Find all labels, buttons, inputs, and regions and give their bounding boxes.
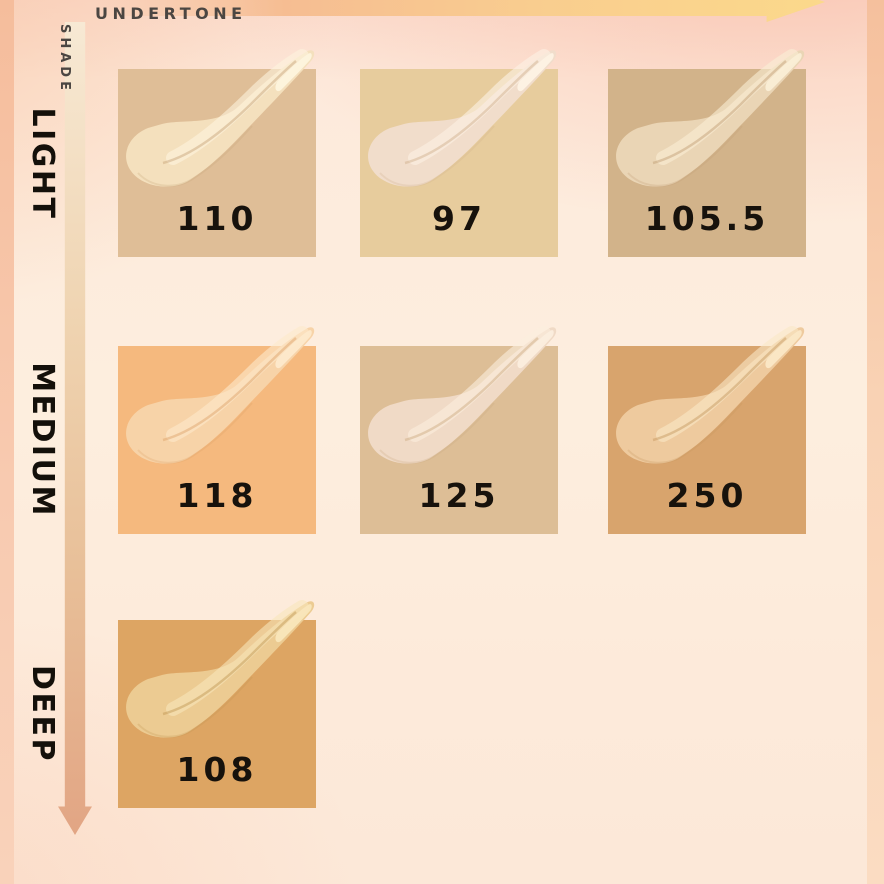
shade-tile: 110 bbox=[118, 49, 316, 257]
shade-number: 250 bbox=[666, 476, 748, 515]
shade-tile: 125 bbox=[360, 326, 558, 534]
shade-axis-arrow bbox=[58, 22, 92, 835]
shade-number: 110 bbox=[176, 199, 258, 238]
product-smear bbox=[126, 600, 315, 738]
product-smear bbox=[368, 49, 557, 187]
shade-number: 125 bbox=[418, 476, 500, 515]
undertone-axis-label: UNDERTONE bbox=[95, 4, 247, 23]
left-edge-gradient bbox=[0, 0, 14, 884]
shade-axis-label: SHADE bbox=[57, 24, 72, 94]
product-smear bbox=[126, 49, 315, 187]
shade-tile: 105.5 bbox=[608, 49, 806, 257]
product-smear bbox=[368, 326, 557, 464]
row-label-medium: MEDIUM bbox=[25, 362, 60, 518]
shade-number: 97 bbox=[432, 199, 486, 238]
row-label-deep: DEEP bbox=[25, 665, 60, 763]
shade-tile: 108 bbox=[118, 600, 316, 808]
product-smear bbox=[616, 49, 805, 187]
shade-number: 105.5 bbox=[644, 199, 770, 238]
right-edge-gradient bbox=[867, 0, 884, 884]
shade-number: 118 bbox=[176, 476, 258, 515]
product-smear bbox=[616, 326, 805, 464]
shade-tile: 97 bbox=[360, 49, 558, 257]
row-label-light: LIGHT bbox=[25, 107, 60, 221]
product-smear bbox=[126, 326, 315, 464]
shade-tile: 250 bbox=[608, 326, 806, 534]
shade-number: 108 bbox=[176, 750, 258, 789]
shade-tile: 118 bbox=[118, 326, 316, 534]
